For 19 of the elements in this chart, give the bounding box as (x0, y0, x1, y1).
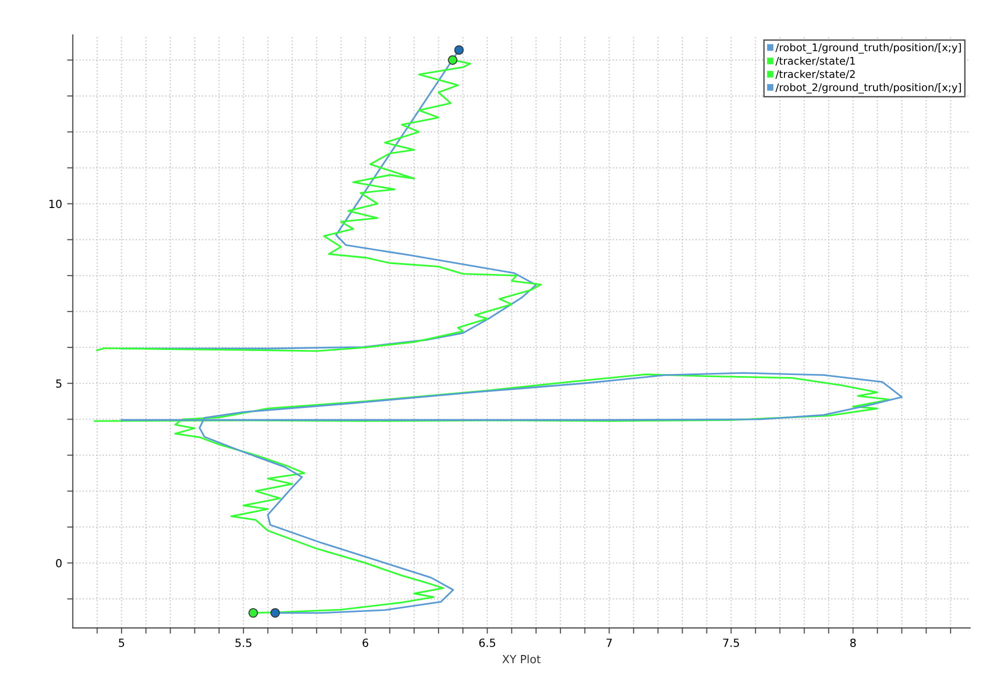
x-tick-label: 6.5 (479, 638, 496, 648)
point (248, 608, 258, 618)
legend-label: /tracker/state/1 (775, 56, 855, 66)
point (448, 55, 458, 65)
x-tick-label: 6 (362, 638, 368, 648)
x-tick-label: 5 (118, 638, 124, 648)
y-tick-label: 10 (49, 200, 62, 208)
x-tick-label: 7 (606, 638, 612, 647)
legend-label: /robot_1/ground_truth/position/[x;y] (775, 43, 961, 54)
legend-label: /tracker/state/2 (775, 70, 855, 79)
legend-label: /robot_2/ground_truth/position/[x;y] (775, 83, 961, 94)
point (454, 45, 464, 55)
x-tick-label: 5.5 (235, 638, 252, 648)
x-axis-title: XY Plot (502, 654, 541, 664)
y-tick-label: 5 (56, 379, 62, 388)
x-tick-label: 7.5 (723, 638, 739, 648)
point (270, 608, 280, 618)
x-tick-label: 8 (850, 638, 856, 648)
y-tick-label: 0 (56, 558, 62, 568)
